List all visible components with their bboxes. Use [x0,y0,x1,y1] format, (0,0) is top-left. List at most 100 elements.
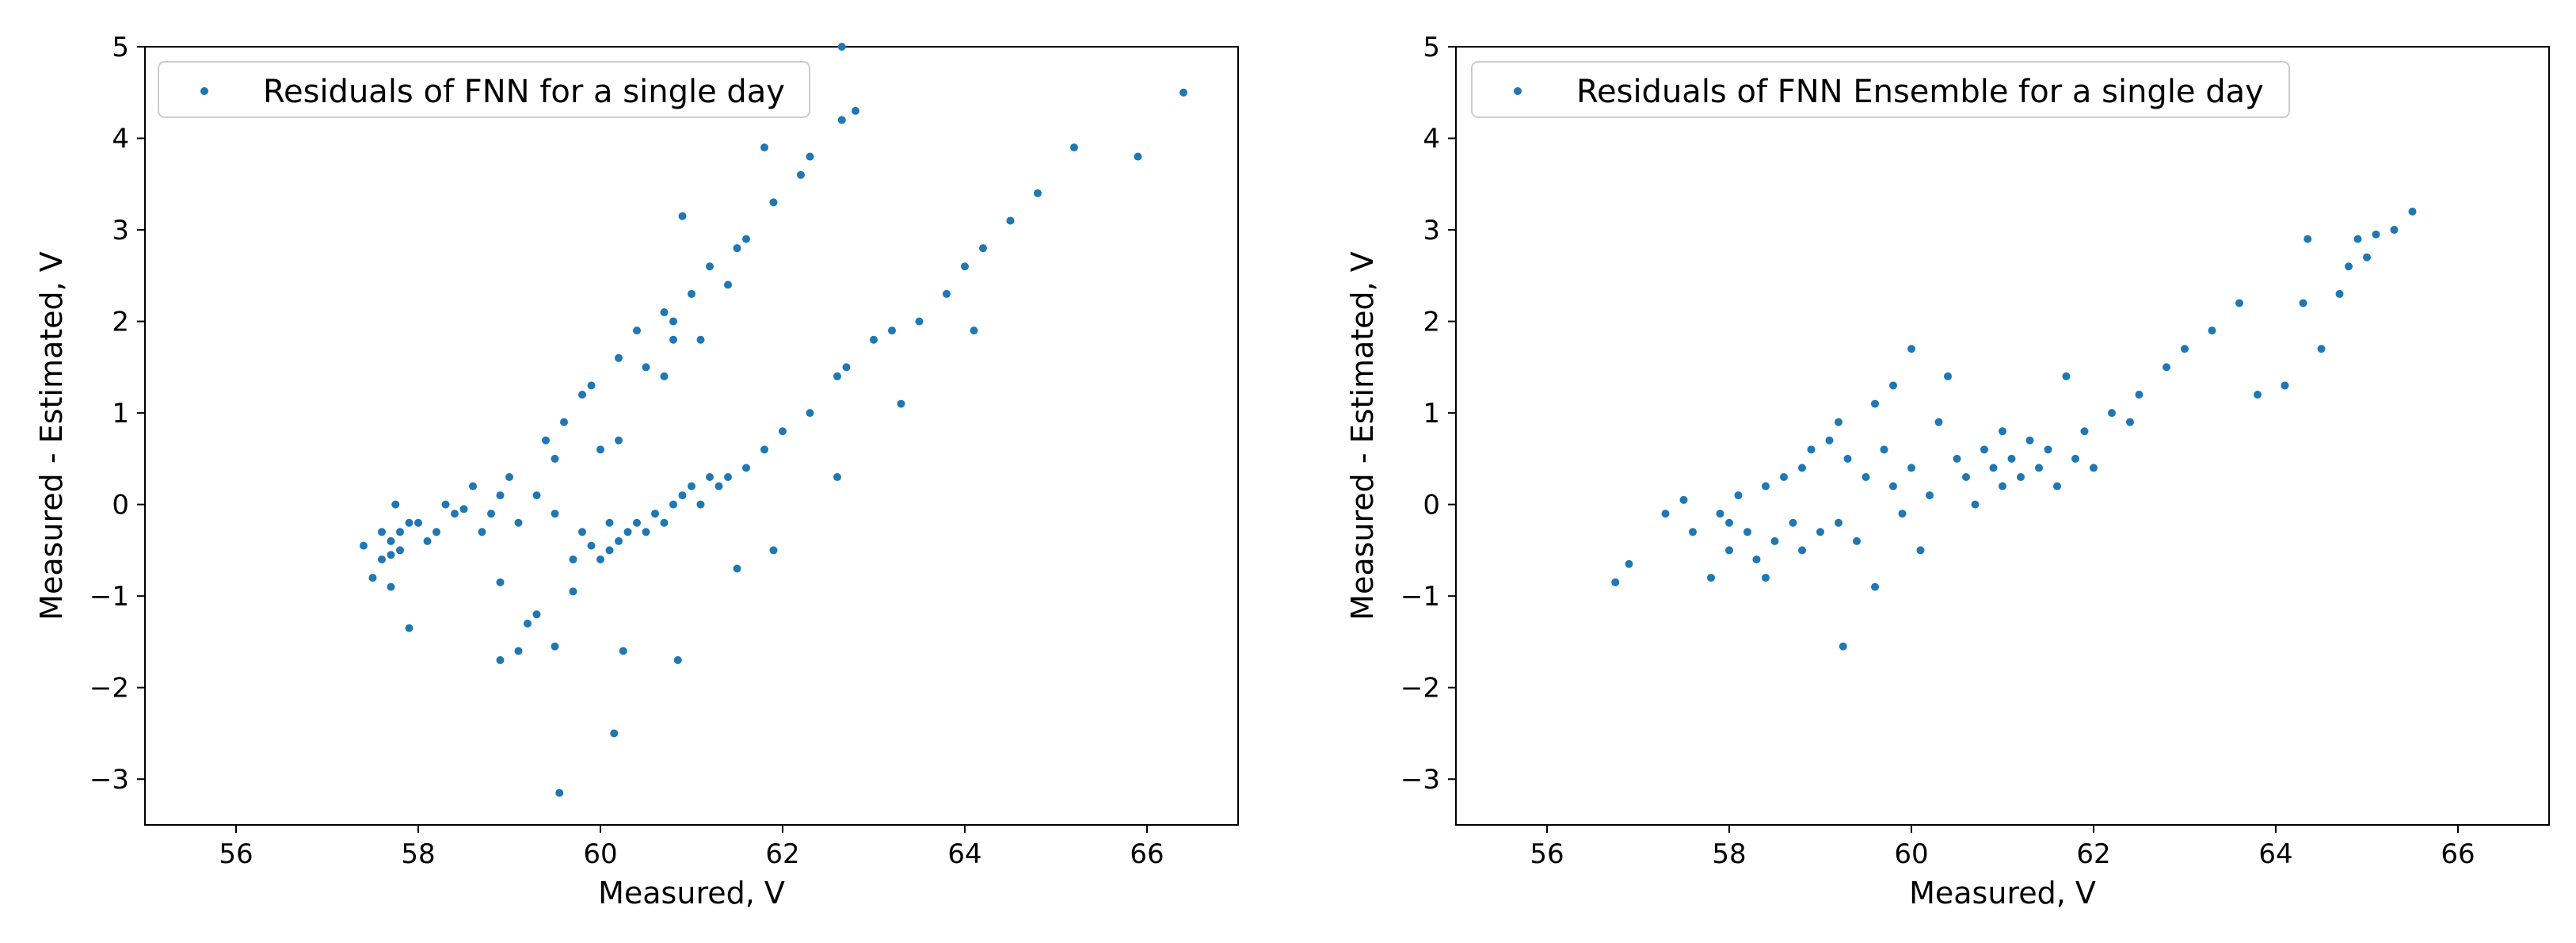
data-points [360,43,1187,797]
data-point [1611,578,1620,586]
data-point [842,363,851,372]
data-point [760,445,768,454]
data-point [1780,472,1788,481]
data-point [1989,464,1998,472]
data-point [623,528,632,536]
data-point [1034,189,1042,197]
data-point [833,472,841,481]
data-point [459,505,468,513]
data-point [797,170,805,179]
scatter-panel-fnn-ensemble: 56 58 60 62 64 66 −3 −2 −1 0 1 2 3 4 5 Measured, V Me… [1345,32,2550,911]
data-point [2299,299,2307,307]
y-axis-title: Measured - Estimated, V [34,251,69,620]
data-point [451,510,459,518]
data-point [2163,363,2170,372]
y-tick-label: −1 [90,581,129,613]
data-point [2304,235,2312,243]
data-point [1725,518,1733,527]
data-point [514,518,523,527]
data-point [2181,345,2189,353]
y-tick-label: 0 [1423,490,1440,521]
data-point [387,551,395,559]
data-point [2208,326,2216,335]
x-tick-label: 58 [1712,838,1746,870]
data-point [1789,518,1797,527]
data-point [560,418,568,426]
data-point [496,578,505,586]
y-tick-label: −3 [1400,764,1440,796]
data-point [696,335,705,344]
data-point [1825,436,1834,445]
y-tick-label: 4 [112,124,129,155]
y-tick-label: 0 [112,490,129,521]
x-tick-label: 56 [1530,838,1564,870]
data-point [1880,445,1888,454]
y-tick-label: −2 [1400,673,1440,704]
data-point [633,518,641,527]
data-point [2090,464,2098,472]
data-point [387,582,395,591]
data-point [396,546,404,555]
data-point [1798,464,1806,472]
data-point [742,235,750,243]
data-point [2126,418,2134,426]
data-point [870,335,878,344]
plot-frame [1455,46,2550,826]
data-point [391,500,400,509]
data-point [1889,381,1897,390]
data-point [1707,574,1715,582]
x-tick-label: 64 [947,838,981,870]
y-tick-label: 2 [1423,307,1440,338]
y-tick-label: 1 [112,398,129,430]
data-point [769,546,778,555]
data-point [706,472,714,481]
data-point [1798,546,1806,555]
data-point [943,289,951,298]
data-point [551,454,559,463]
data-point [678,491,687,500]
data-point [714,482,723,491]
data-point [578,391,586,399]
data-point [414,518,422,527]
data-point [2044,445,2052,454]
data-point [587,381,596,390]
data-point [610,729,619,738]
data-point [724,281,732,289]
data-point [1853,536,1861,545]
data-point [2363,253,2371,262]
data-point [779,427,787,436]
data-point [888,326,896,335]
data-point [970,326,978,335]
data-point [1934,418,1943,426]
data-point [596,445,604,454]
data-point [360,541,368,550]
data-point [1743,528,1751,536]
data-point [1953,454,1961,463]
y-tick-label: −1 [1400,581,1440,613]
data-point [2390,226,2399,235]
x-tick-label: 60 [1894,838,1928,870]
data-point [1839,642,1847,651]
data-point [1734,491,1743,500]
data-point [696,500,705,509]
data-point [1871,582,1879,591]
data-point [1871,399,1879,408]
data-point [615,436,623,445]
data-point [551,642,559,651]
data-point [615,536,623,545]
data-point [1926,491,1934,500]
y-axis: −3 −2 −1 0 1 2 3 4 5 [90,32,145,796]
data-point [605,518,614,527]
data-point [2254,391,2262,399]
data-point [1816,528,1824,536]
data-point [1999,482,2006,491]
data-point [1835,418,1842,426]
data-point [806,409,814,418]
data-point [660,518,669,527]
data-point [387,536,395,545]
data-point [837,43,846,51]
data-point [2408,207,2417,216]
data-point [724,472,732,481]
scatter-panel-fnn: 56 58 60 62 64 66 −3 −2 −1 0 1 2 3 4 5 Measured, V Me… [34,32,1239,911]
data-point [660,308,669,317]
